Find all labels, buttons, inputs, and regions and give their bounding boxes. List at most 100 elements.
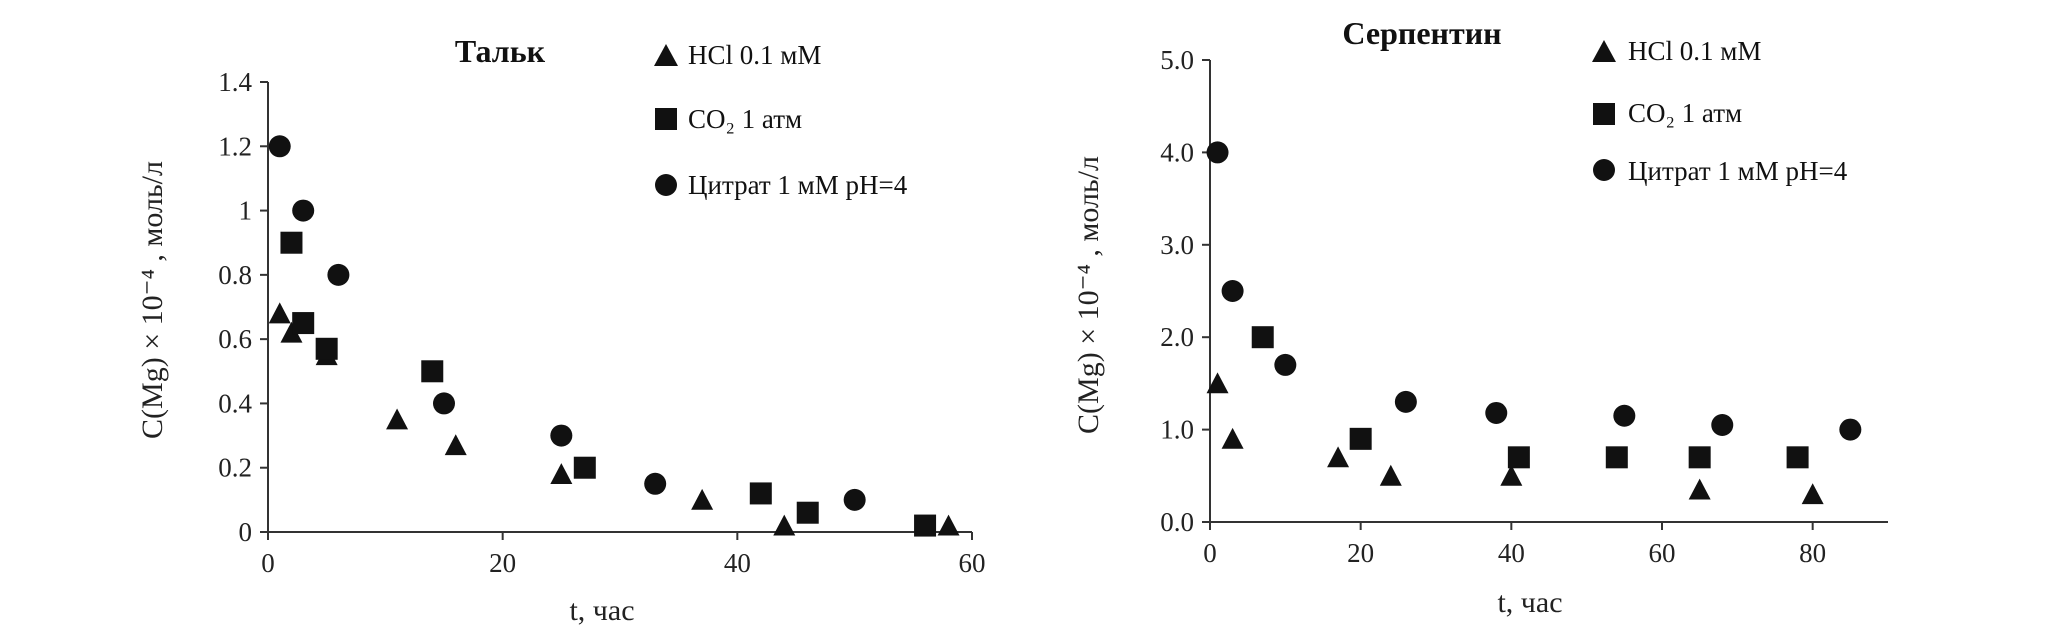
serpentine-hcl-point <box>1500 464 1523 486</box>
talc-citrate-point <box>644 472 667 495</box>
talc-y-tick-label: 0.4 <box>218 388 252 418</box>
serpentine-y-tick-label: 0.0 <box>1160 507 1194 537</box>
talc-y-ticks: 0 0.2 0.4 0.6 0.8 1 1.2 1.4 <box>218 67 268 547</box>
serpentine-y-axis-label: C(Mg) × 10⁻⁴ , моль/л <box>1072 156 1105 434</box>
talc-hcl-point <box>268 302 291 324</box>
talc-co2-point <box>292 312 315 335</box>
talc-citrate-point <box>843 488 866 511</box>
serpentine-co2-point <box>1349 427 1372 450</box>
serpentine-y-ticks: 0.0 1.0 2.0 3.0 4.0 5.0 <box>1160 45 1210 537</box>
talc-y-axis-label: C(Mg) × 10⁻⁴ , моль/л <box>136 161 169 439</box>
serpentine-x-tick-label: 20 <box>1347 538 1374 568</box>
serpentine-hcl-point <box>1688 478 1711 500</box>
talc-legend-circle-marker <box>655 174 677 196</box>
talc-y-tick-label: 0.8 <box>218 260 252 290</box>
serpentine-legend-square-marker <box>1593 103 1615 125</box>
talc-y-tick-label: 1.4 <box>218 67 252 97</box>
talc-citrate-point <box>433 392 455 415</box>
talc-legend-item-citrate: Цитрат 1 мМ pH=4 <box>655 170 908 200</box>
serpentine-x-tick-label: 80 <box>1799 538 1826 568</box>
talc-data-marks <box>268 135 960 537</box>
serpentine-data-marks <box>1206 141 1862 505</box>
serpentine-citrate-point <box>1274 353 1297 376</box>
serpentine-co2-point <box>1605 446 1628 469</box>
talc-legend-square-marker <box>655 108 677 130</box>
serpentine-y-tick-label: 2.0 <box>1160 322 1194 352</box>
talc-y-tick-label: 1 <box>239 196 253 226</box>
serpentine-y-tick-label: 3.0 <box>1160 230 1194 260</box>
talc-co2-point <box>749 482 772 505</box>
talc-y-tick-label: 0.2 <box>218 453 252 483</box>
talc-co2-point <box>421 360 444 383</box>
serpentine-citrate-point <box>1221 280 1244 302</box>
talc-hcl-point <box>444 434 467 456</box>
serpentine-co2-point <box>1251 326 1274 349</box>
talc-legend-triangle-marker <box>654 44 678 66</box>
serpentine-co2-point <box>1688 446 1711 469</box>
serpentine-citrate-point <box>1206 141 1229 164</box>
serpentine-co2-point <box>1507 446 1530 469</box>
serpentine-legend: HCl 0.1 мМ CO₂ 1 атм Цитрат 1 мМ pH=4 <box>1592 36 1848 186</box>
talc-legend-item-co2: CO₂ 1 атм <box>655 104 802 134</box>
serpentine-x-tick-label: 0 <box>1203 538 1217 568</box>
talc-hcl-point <box>386 408 409 430</box>
talc-x-ticks: 0 20 40 60 <box>261 532 986 578</box>
serpentine-legend-label-co2: CO₂ 1 атм <box>1628 98 1742 128</box>
talc-y-tick-label: 1.2 <box>218 131 252 161</box>
talc-x-tick-label: 60 <box>959 548 986 578</box>
talc-legend-label-hcl: HCl 0.1 мМ <box>688 40 821 70</box>
serpentine-hcl-point <box>1801 483 1824 505</box>
serpentine-hcl-point <box>1206 372 1229 394</box>
talc-x-tick-label: 0 <box>261 548 275 578</box>
talc-y-tick-label: 0 <box>239 517 253 547</box>
serpentine-x-ticks: 0 20 40 60 80 <box>1203 522 1826 568</box>
serpentine-legend-circle-marker <box>1593 159 1615 181</box>
talc-co2-point <box>914 514 937 537</box>
serpentine-chart-title: Серпентин <box>1342 15 1501 51</box>
serpentine-citrate-point <box>1839 418 1862 441</box>
serpentine-legend-item-hcl: HCl 0.1 мМ <box>1592 36 1761 66</box>
talc-hcl-point <box>550 463 573 485</box>
serpentine-y-tick-label: 5.0 <box>1160 45 1194 75</box>
talc-citrate-point <box>327 263 350 286</box>
serpentine-legend-triangle-marker <box>1592 40 1616 62</box>
talc-co2-point <box>796 501 819 524</box>
talc-hcl-point <box>691 488 714 510</box>
serpentine-legend-item-co2: CO₂ 1 атм <box>1593 98 1742 128</box>
talc-co2-point <box>573 456 596 479</box>
talc-co2-point <box>280 231 303 254</box>
talc-legend-item-hcl: HCl 0.1 мМ <box>654 40 821 70</box>
talc-citrate-point <box>292 199 315 222</box>
talc-chart: Тальк 0 0.2 0.4 0.6 0.8 1 1.2 1.4 0 20 40 60 t, ча… <box>136 33 986 627</box>
talc-legend-label-co2: CO₂ 1 атм <box>688 104 802 134</box>
serpentine-y-tick-label: 4.0 <box>1160 137 1194 167</box>
serpentine-citrate-point <box>1394 390 1417 413</box>
talc-x-tick-label: 40 <box>724 548 751 578</box>
serpentine-hcl-point <box>1221 427 1244 449</box>
serpentine-hcl-point <box>1379 464 1402 486</box>
serpentine-x-axis-label: t, час <box>1497 586 1562 619</box>
serpentine-hcl-point <box>1327 446 1350 468</box>
talc-citrate-point <box>550 424 573 447</box>
serpentine-co2-point <box>1786 446 1809 469</box>
talc-y-tick-label: 0.6 <box>218 324 252 354</box>
talc-chart-title: Тальк <box>455 33 546 69</box>
talc-legend-label-citrate: Цитрат 1 мМ pH=4 <box>688 170 908 200</box>
serpentine-legend-label-hcl: HCl 0.1 мМ <box>1628 36 1761 66</box>
talc-x-axis-label: t, час <box>569 594 634 627</box>
serpentine-citrate-point <box>1613 404 1636 427</box>
talc-hcl-point <box>937 514 960 536</box>
talc-co2-point <box>315 337 338 360</box>
talc-x-tick-label: 20 <box>489 548 516 578</box>
serpentine-citrate-point <box>1711 413 1734 436</box>
serpentine-citrate-point <box>1485 401 1508 424</box>
talc-hcl-point <box>773 514 796 536</box>
talc-citrate-point <box>268 135 291 158</box>
serpentine-x-tick-label: 60 <box>1649 538 1676 568</box>
serpentine-chart: Серпентин 0.0 1.0 2.0 3.0 4.0 5.0 0 20 40 60 80 t… <box>1072 15 1888 619</box>
talc-hcl-point <box>280 321 303 343</box>
serpentine-legend-item-citrate: Цитрат 1 мМ pH=4 <box>1593 156 1848 186</box>
serpentine-x-tick-label: 40 <box>1498 538 1525 568</box>
talc-legend: HCl 0.1 мМ CO₂ 1 атм Цитрат 1 мМ pH=4 <box>654 40 908 200</box>
